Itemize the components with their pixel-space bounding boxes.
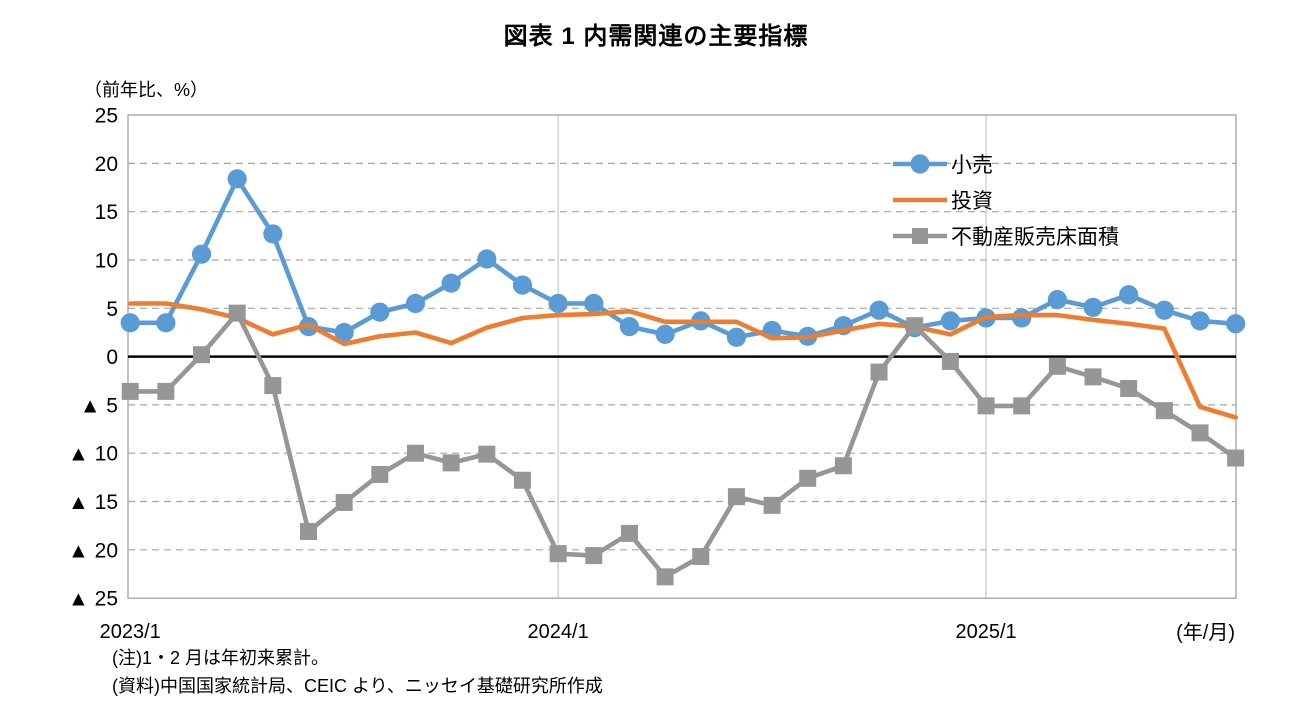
series-line-investment [127,301,1238,420]
data-point [1083,297,1103,317]
legend-item-investment: 投資 [892,182,1119,218]
legend-marker-retail [893,154,947,174]
x-tick-label: 2024/1 [528,621,589,643]
data-point [264,377,282,395]
x-axis-labels: 2023/1 2024/1 2025/1 [100,621,1017,643]
data-point [513,471,531,489]
data-point [869,300,889,320]
data-point [193,346,211,364]
data-point [371,465,389,483]
y-axis-unit-label: （前年比、%） [84,80,209,100]
y-tick-label: 15 [95,201,118,224]
data-point [263,224,283,244]
legend: 小売投資不動産販売床面積 [892,146,1119,254]
data-point [227,169,247,189]
data-point [763,496,781,514]
data-point [726,327,747,347]
legend-label-floor-space: 不動産販売床面積 [951,226,1119,249]
data-point [512,275,533,295]
y-tick-label: ▲ 25 [68,588,118,611]
legend-item-floor-space: 不動産販売床面積 [892,218,1119,254]
note-line-2: (資料)中国国家統計局、CEIC より、ニッセイ基礎研究所作成 [112,676,603,696]
data-point [940,311,960,331]
data-point [442,454,460,472]
data-point [1190,311,1210,331]
y-tick-label: 5 [106,298,118,321]
y-tick-label: 20 [95,153,118,176]
data-point [834,457,852,475]
data-point [1119,285,1139,305]
data-point [620,524,638,542]
legend-marker-investment [893,197,947,203]
note-line-1: (注)1・2 月は年初来累計。 [112,648,330,668]
y-tick-label: ▲ 5 [80,394,118,417]
data-point [941,352,959,370]
legend-square-marker [912,228,928,244]
series-line-floor-space [127,310,1238,580]
data-point [157,382,175,400]
y-tick-label: 0 [106,346,118,369]
chart-notes: (注)1・2 月は年初来累計。 (資料)中国国家統計局、CEIC より、ニッセイ… [112,644,603,700]
data-point [441,273,461,293]
y-tick-label: 10 [95,250,118,273]
data-point [1226,314,1246,334]
legend-label-retail: 小売 [951,154,993,177]
data-point [1155,402,1173,420]
x-axis-unit-label: (年/月) [1176,622,1235,644]
data-point [156,313,176,333]
data-point [585,547,603,565]
data-point [406,444,424,462]
x-tick-label: 2025/1 [955,621,1016,643]
y-axis-labels: 25 20 15 10 5 0 ▲ 5 ▲ 10 ▲ 15 ▲ 20 ▲ 25 [68,105,118,611]
data-point [727,488,745,506]
y-tick-label: ▲ 20 [68,539,118,562]
legend-marker-floor-space [893,228,947,244]
data-point [584,293,604,314]
data-point [1120,379,1138,397]
series-floor-space [121,304,1245,586]
data-point [549,545,567,563]
y-tick-label: ▲ 10 [68,443,118,466]
data-point [906,317,924,335]
y-tick-label: ▲ 15 [68,491,118,514]
data-point [1154,300,1174,320]
legend-circle-marker [910,154,930,174]
data-point [619,317,640,337]
data-point [1227,449,1245,467]
data-point [692,548,710,566]
data-point [1048,357,1066,375]
data-point [477,249,497,269]
data-point [300,522,317,540]
data-point [548,293,568,314]
data-point [405,293,426,314]
data-point [478,445,496,463]
data-point [334,322,354,343]
data-point [1013,397,1031,415]
data-point [228,304,246,322]
data-point [799,469,817,487]
data-point [870,363,888,381]
legend-item-retail: 小売 [892,146,1119,182]
data-point [370,302,390,322]
data-point [335,493,353,511]
data-point [1047,290,1067,310]
data-point [120,313,140,333]
chart-title: 図表 1 内需関連の主要指標 [503,23,809,50]
data-point [1084,368,1102,386]
data-point [191,244,212,264]
y-tick-label: 25 [95,105,118,128]
data-point [1191,424,1209,442]
x-tick-label: 2023/1 [100,621,161,643]
data-point [121,382,139,400]
data-point [656,568,674,586]
data-point [977,397,995,415]
series-investment [127,301,1238,420]
data-point [655,324,675,344]
legend-label-investment: 投資 [951,190,993,213]
data-point [1012,308,1032,328]
